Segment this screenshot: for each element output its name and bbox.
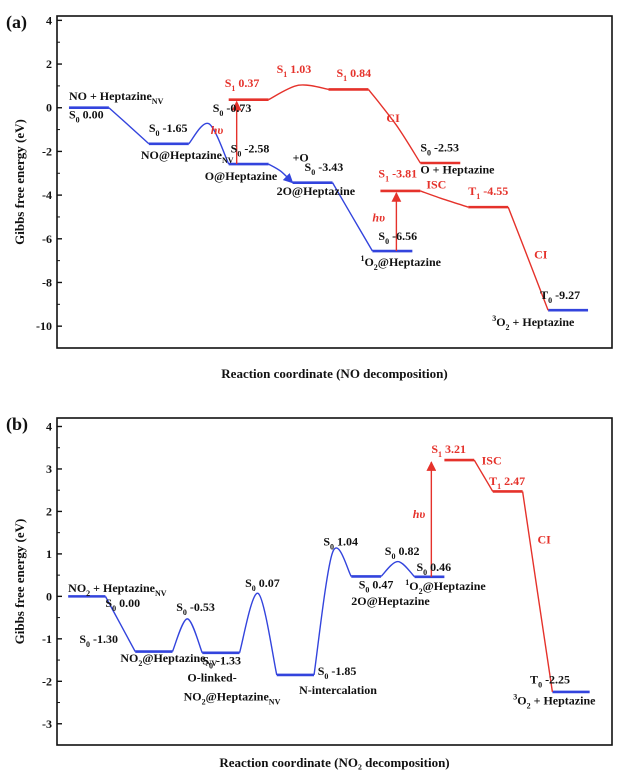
state-label: S1 0.84 — [336, 66, 371, 83]
state-label: NO@HeptazineNV — [141, 148, 234, 165]
state-label: S0 0.00 — [69, 108, 104, 125]
pathway-curve — [188, 122, 230, 165]
state-label: 3O2 + Heptazine — [513, 693, 596, 711]
state-label: +O — [293, 150, 309, 164]
y-tick-label: -10 — [36, 319, 52, 333]
x-axis-title: Reaction coordinate (NO₂ decomposition) — [219, 755, 449, 770]
state-label: S0 -2.53 — [420, 140, 459, 157]
state-label: O-linked- — [187, 670, 236, 684]
y-tick-label: -2 — [42, 144, 52, 158]
y-tick-label: -4 — [42, 188, 52, 202]
panel-a: 4 2 0 -2 -4 -6 -8 -10 (a) Gibbs free energy (eV) R… — [6, 12, 613, 381]
y-tick-label: 4 — [46, 13, 52, 27]
x-axis-title: Reaction coordinate (NO decomposition) — [221, 366, 447, 381]
plot-frame — [56, 15, 613, 349]
state-label: S0 -0.73 — [213, 101, 252, 118]
state-label: NO2@HeptazineNV — [120, 651, 217, 668]
state-label: S1 0.37 — [225, 76, 260, 93]
state-label: S1 3.21 — [431, 442, 466, 459]
state-label: S0 -3.43 — [305, 160, 344, 177]
y-tick-label: -3 — [42, 717, 52, 731]
pathway-curve — [473, 459, 494, 492]
state-label: S0 0.47 — [359, 578, 394, 595]
state-label: S0 -0.53 — [176, 600, 215, 617]
state-label: ISC — [426, 178, 446, 192]
state-label: CI — [538, 532, 552, 546]
y-tick-label: -6 — [42, 232, 52, 246]
plot-frame — [56, 417, 613, 746]
state-label: S0 -1.33 — [202, 653, 241, 670]
state-label: S1 1.03 — [277, 62, 312, 79]
pathway-curve — [268, 84, 329, 101]
state-label: T1 -4.55 — [468, 184, 508, 201]
pathway-curve — [367, 88, 421, 164]
state-label: S1 -3.81 — [378, 167, 417, 184]
state-label: T0 -2.25 — [530, 672, 570, 689]
pathway-curve — [380, 560, 416, 578]
y-tick-label: 3 — [46, 462, 52, 476]
state-label: 3O2 + Heptazine — [492, 314, 575, 332]
state-label: 1O2@Heptazine — [360, 254, 441, 272]
state-label: S0 -1.65 — [149, 121, 188, 138]
state-label: S0 0.82 — [385, 544, 420, 561]
y-tick-label: -8 — [42, 275, 52, 289]
state-label: S0 -1.30 — [79, 632, 118, 649]
state-label: 1O2@Heptazine — [405, 578, 486, 596]
pathway-curve — [171, 618, 203, 654]
state-label: CI — [534, 247, 548, 261]
panel-label: (a) — [6, 12, 27, 33]
y-tick-label: 1 — [46, 547, 52, 561]
state-label: ISC — [482, 454, 502, 468]
state-label: S0 1.04 — [323, 534, 358, 551]
state-label: hυ — [372, 210, 385, 224]
state-label: O@Heptazine — [205, 169, 278, 183]
panel-b: 4 3 2 1 0 -1 -2 -3 (b) Gibbs free energy (eV) Reac… — [6, 414, 613, 770]
state-label: NO2@HeptazineNV — [184, 689, 281, 706]
state-label: 2O@Heptazine — [351, 594, 430, 608]
pathway-curve — [313, 547, 352, 676]
state-label: S0 0.00 — [105, 596, 140, 613]
y-tick-label: 4 — [46, 419, 52, 433]
pathway-curve — [104, 596, 136, 652]
state-label: N-intercalation — [299, 683, 377, 697]
state-label: CI — [386, 111, 400, 125]
y-tick-label: 2 — [46, 57, 52, 71]
state-label: S0 -6.56 — [378, 229, 417, 246]
pathway-curve — [331, 182, 374, 252]
pathway-curve — [238, 592, 278, 676]
state-label: S0 0.46 — [416, 560, 451, 577]
pathway-curve — [521, 491, 554, 693]
y-axis-title: Gibbs free energy (eV) — [12, 519, 27, 645]
state-label: hυ — [413, 507, 426, 521]
state-label: T1 2.47 — [489, 474, 525, 491]
state-label: NO2 + HeptazineNV — [68, 581, 167, 598]
y-tick-label: 0 — [46, 589, 52, 603]
state-label: S0 -1.85 — [318, 664, 357, 681]
state-label: S0 -2.58 — [231, 142, 270, 159]
state-label: O + Heptazine — [420, 162, 495, 176]
state-label: NO + HeptazineNV — [69, 89, 164, 106]
state-label: S0 0.07 — [245, 576, 280, 593]
y-tick-label: -2 — [42, 674, 52, 688]
y-axis-title: Gibbs free energy (eV) — [12, 119, 27, 245]
y-tick-label: 0 — [46, 101, 52, 115]
panel-label: (b) — [6, 414, 28, 435]
pathway-curve — [108, 107, 150, 145]
state-label: T0 -9.27 — [540, 288, 580, 305]
pathway-curve — [507, 206, 549, 311]
y-tick-label: 2 — [46, 504, 52, 518]
state-label: hυ — [211, 123, 224, 137]
y-tick-label: -1 — [42, 632, 52, 646]
state-label: 2O@Heptazine — [277, 184, 356, 198]
pathway-curve — [420, 190, 469, 208]
pathway-curve — [268, 163, 294, 184]
